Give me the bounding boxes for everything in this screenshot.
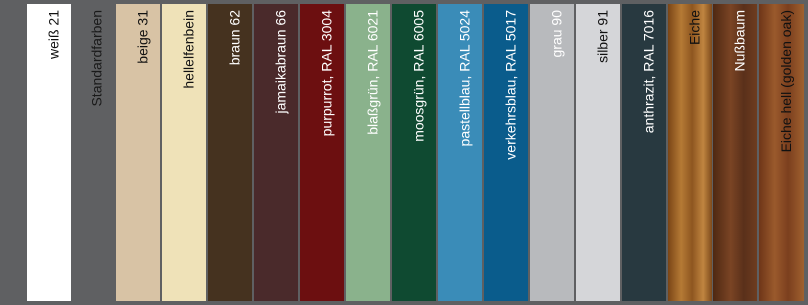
swatch-label: grau 90 xyxy=(549,10,565,58)
swatch-label: silber 91 xyxy=(595,10,611,63)
swatch-label: verkehrsblau, RAL 5017 xyxy=(503,10,519,160)
swatch-label: hellelfenbein xyxy=(181,10,197,89)
color-swatch xyxy=(668,4,712,301)
swatch-label: blaßgrün, RAL 6021 xyxy=(365,10,381,135)
swatch-label: Eiche hell (golden oak) xyxy=(778,10,794,152)
swatch-label: moosgrün, RAL 6005 xyxy=(411,10,427,142)
swatch-panel: Standardfarben weiß 21 beige 31 hellelfenb… xyxy=(0,0,808,305)
page: Standardfarben weiß 21 beige 31 hellelfenb… xyxy=(0,0,808,305)
swatch-label: purpurrot, RAL 3004 xyxy=(319,10,335,137)
swatch-label: pastellblau, RAL 5024 xyxy=(457,10,473,147)
standard-label: Standardfarben xyxy=(89,10,105,107)
swatch-label: weiß 21 xyxy=(46,10,62,60)
swatch-label: jamaikabraun 66 xyxy=(273,10,289,115)
swatch-label: anthrazit, RAL 7016 xyxy=(641,10,657,133)
swatch-label: beige 31 xyxy=(135,10,151,64)
swatch-label: Nußbaum xyxy=(732,10,748,71)
swatch-label: braun 62 xyxy=(227,10,243,65)
swatch-label: Eiche xyxy=(687,10,703,45)
